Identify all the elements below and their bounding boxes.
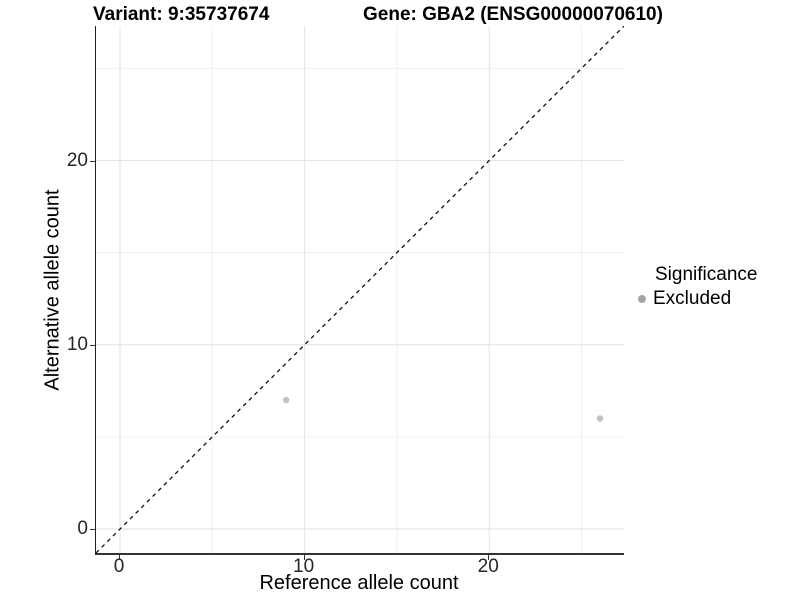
y-tick-mark — [90, 529, 95, 531]
x-tick-label: 10 — [293, 556, 315, 577]
y-tick-label: 20 — [66, 149, 88, 171]
y-tick-label: 0 — [77, 518, 88, 540]
plot-panel — [95, 26, 624, 555]
x-tick-label: 0 — [113, 556, 125, 577]
legend-point-icon — [638, 295, 646, 303]
y-tick-mark — [90, 160, 95, 162]
x-tick-mark — [119, 555, 120, 560]
y-axis-title: Alternative allele count — [41, 189, 64, 391]
data-point — [596, 415, 604, 422]
x-tick-mark — [488, 555, 490, 560]
y-tick-label: 10 — [66, 333, 88, 355]
legend-title: Significance — [655, 264, 758, 285]
legend: Significance Excluded — [630, 264, 800, 310]
variant-title: Variant: 9:35737674 — [93, 4, 270, 25]
x-tick-label: 20 — [477, 556, 499, 577]
gene-title: Gene: GBA2 (ENSG00000070610) — [363, 4, 663, 25]
plot-canvas — [96, 26, 624, 553]
data-point — [282, 396, 290, 404]
x-axis-title: Reference allele count — [259, 572, 459, 594]
identity-dashed-line — [96, 26, 624, 553]
legend-entry-label: Excluded — [653, 288, 732, 309]
y-tick-mark — [90, 344, 95, 346]
legend-entry-excluded: Excluded — [638, 288, 800, 310]
x-tick-mark — [303, 555, 305, 560]
